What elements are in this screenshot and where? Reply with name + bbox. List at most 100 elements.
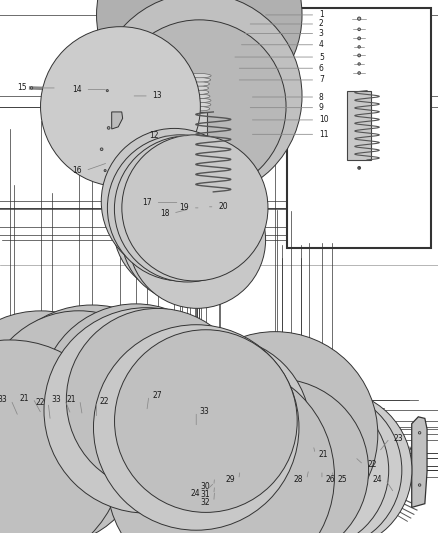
Text: 21: 21 <box>20 394 29 402</box>
Circle shape <box>228 393 374 533</box>
Circle shape <box>209 380 355 526</box>
Text: 9: 9 <box>319 103 324 112</box>
Text: 25: 25 <box>337 475 347 484</box>
Circle shape <box>107 127 110 129</box>
Text: 10: 10 <box>319 116 328 124</box>
Circle shape <box>252 390 412 533</box>
Text: 4: 4 <box>319 41 324 49</box>
Text: 32: 32 <box>201 498 210 506</box>
Text: 11: 11 <box>319 130 328 139</box>
Circle shape <box>418 432 421 434</box>
Polygon shape <box>183 53 216 68</box>
Text: 13: 13 <box>152 92 162 100</box>
Bar <box>187 71 212 79</box>
Circle shape <box>100 148 103 150</box>
Ellipse shape <box>77 420 134 459</box>
Circle shape <box>209 393 355 533</box>
Circle shape <box>219 377 223 380</box>
Circle shape <box>114 330 297 512</box>
Circle shape <box>359 167 360 168</box>
Circle shape <box>217 212 226 220</box>
Text: 15: 15 <box>18 84 27 92</box>
Circle shape <box>172 332 378 533</box>
Text: 12: 12 <box>149 132 159 140</box>
Text: 7: 7 <box>319 76 324 84</box>
Circle shape <box>242 390 402 533</box>
Ellipse shape <box>190 29 208 35</box>
Circle shape <box>358 37 360 40</box>
Bar <box>287 8 431 248</box>
Circle shape <box>0 311 175 503</box>
Ellipse shape <box>185 187 214 197</box>
Ellipse shape <box>182 63 217 75</box>
Circle shape <box>40 304 232 496</box>
Text: 26: 26 <box>325 475 335 484</box>
Circle shape <box>93 325 299 530</box>
Circle shape <box>358 63 360 65</box>
Ellipse shape <box>189 82 209 86</box>
Circle shape <box>204 372 378 533</box>
Circle shape <box>11 437 16 442</box>
Text: 2: 2 <box>319 20 324 28</box>
Circle shape <box>121 166 258 303</box>
Circle shape <box>122 135 268 281</box>
Text: 29: 29 <box>226 475 235 484</box>
Text: 22: 22 <box>35 398 45 407</box>
Polygon shape <box>109 95 135 118</box>
Circle shape <box>0 305 195 511</box>
Circle shape <box>113 20 286 193</box>
Polygon shape <box>412 417 427 507</box>
Text: 24: 24 <box>191 489 200 497</box>
Circle shape <box>404 487 406 489</box>
Circle shape <box>110 367 293 533</box>
Text: 21: 21 <box>319 450 328 458</box>
Polygon shape <box>112 112 123 129</box>
Text: 18: 18 <box>160 209 170 217</box>
Text: 20: 20 <box>218 203 228 211</box>
Circle shape <box>358 72 360 74</box>
Circle shape <box>96 0 302 118</box>
Text: 3: 3 <box>319 29 324 38</box>
Text: 30: 30 <box>201 482 210 490</box>
Circle shape <box>30 87 33 89</box>
Polygon shape <box>173 36 226 51</box>
Circle shape <box>129 171 265 309</box>
Ellipse shape <box>189 94 210 99</box>
Bar <box>276 448 307 470</box>
Ellipse shape <box>109 437 128 453</box>
Circle shape <box>0 340 124 533</box>
Circle shape <box>104 169 106 172</box>
Bar <box>347 91 371 160</box>
Text: 22: 22 <box>100 397 110 406</box>
Ellipse shape <box>190 90 209 94</box>
Circle shape <box>106 362 335 533</box>
Circle shape <box>219 213 224 219</box>
Text: 6: 6 <box>319 64 324 72</box>
Circle shape <box>96 0 302 199</box>
Text: 31: 31 <box>201 490 210 499</box>
Ellipse shape <box>187 74 211 78</box>
Circle shape <box>358 46 360 48</box>
Ellipse shape <box>187 20 212 28</box>
Circle shape <box>357 17 361 20</box>
Text: 33: 33 <box>0 395 7 404</box>
Text: 24: 24 <box>372 475 382 484</box>
Circle shape <box>404 448 406 450</box>
Circle shape <box>358 166 360 169</box>
Text: 5: 5 <box>319 53 324 61</box>
Circle shape <box>107 135 254 281</box>
Text: 21: 21 <box>67 395 76 404</box>
Circle shape <box>0 354 106 533</box>
Circle shape <box>418 484 421 486</box>
Circle shape <box>113 158 250 295</box>
Text: 33: 33 <box>200 407 209 416</box>
Text: 8: 8 <box>319 93 324 101</box>
Ellipse shape <box>188 78 211 82</box>
Text: 23: 23 <box>393 434 403 442</box>
Circle shape <box>66 309 249 491</box>
Circle shape <box>0 311 144 516</box>
Text: 16: 16 <box>72 166 82 175</box>
Text: 27: 27 <box>152 391 162 400</box>
Text: 17: 17 <box>142 198 152 207</box>
Circle shape <box>114 136 261 282</box>
